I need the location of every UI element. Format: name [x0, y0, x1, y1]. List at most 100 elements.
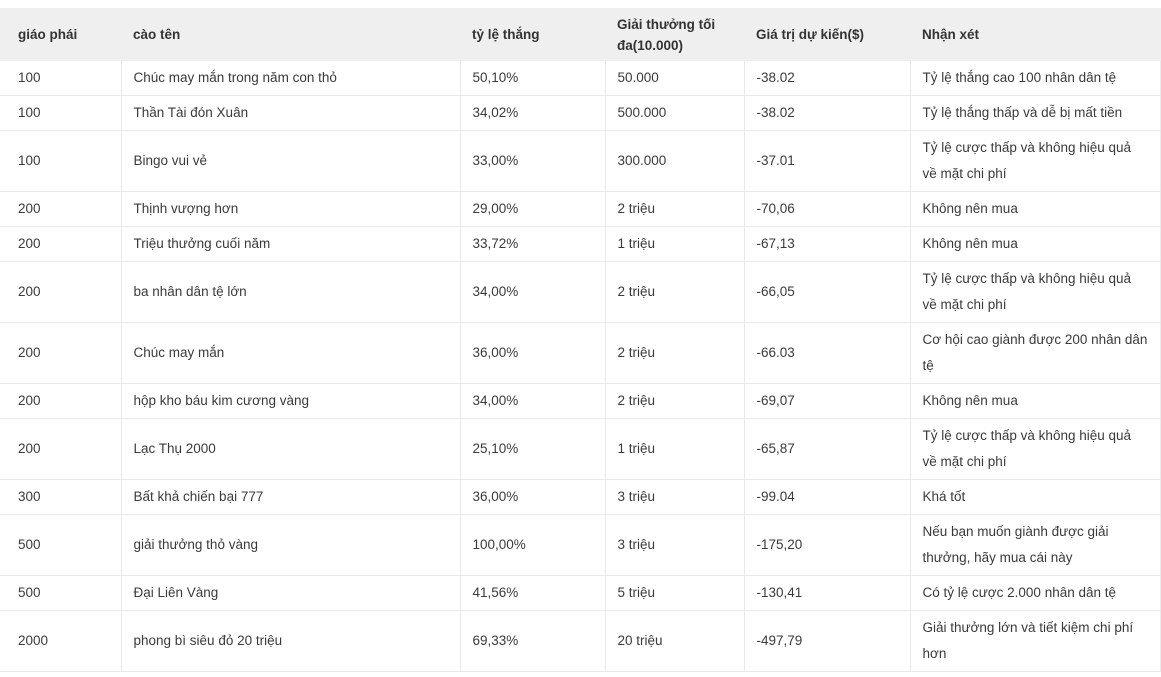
- scratch-ticket-table: giáo phái cào tên tỷ lệ thắng Giải thưởn…: [0, 8, 1161, 672]
- cell-expected-value: -38.02: [744, 61, 911, 96]
- table-row: 200 hộp kho báu kim cương vàng 34,00% 2 …: [0, 383, 1161, 419]
- header-row: giáo phái cào tên tỷ lệ thắng Giải thưởn…: [0, 8, 1161, 61]
- cell-max-prize: 1 triệu: [605, 226, 745, 262]
- cell-sect: 200: [0, 418, 122, 480]
- table-row: 100 Thần Tài đón Xuân 34,02% 500.000 -38…: [0, 95, 1161, 131]
- col-header-max-prize: Giải thưởng tối đa(10.000): [605, 8, 744, 61]
- cell-name: Bingo vui vẻ: [121, 130, 461, 192]
- cell-win-rate: 25,10%: [460, 418, 606, 480]
- cell-expected-value: -65,87: [744, 418, 911, 480]
- table-row: 300 Bất khả chiến bại 777 36,00% 3 triệu…: [0, 479, 1161, 515]
- cell-name: giải thưởng thỏ vàng: [121, 514, 461, 576]
- cell-comment: Không nên mua: [910, 191, 1161, 227]
- cell-expected-value: -67,13: [744, 226, 911, 262]
- table-row: 2000 phong bì siêu đỏ 20 triệu 69,33% 20…: [0, 610, 1161, 672]
- cell-name: hộp kho báu kim cương vàng: [121, 383, 461, 419]
- cell-sect: 100: [0, 130, 122, 192]
- cell-max-prize: 2 triệu: [605, 261, 745, 323]
- cell-win-rate: 34,00%: [460, 383, 606, 419]
- cell-max-prize: 300.000: [605, 130, 745, 192]
- cell-max-prize: 500.000: [605, 95, 745, 131]
- cell-name: Chúc may mắn trong năm con thỏ: [121, 61, 461, 96]
- cell-comment: Có tỷ lệ cược 2.000 nhân dân tệ: [910, 575, 1161, 611]
- table-row: 500 giải thưởng thỏ vàng 100,00% 3 triệu…: [0, 514, 1161, 576]
- cell-sect: 100: [0, 95, 122, 131]
- cell-comment: Cơ hội cao giành được 200 nhân dân tệ: [910, 322, 1161, 384]
- cell-sect: 200: [0, 261, 122, 323]
- cell-name: Triệu thưởng cuối năm: [121, 226, 461, 262]
- cell-name: Thịnh vượng hơn: [121, 191, 461, 227]
- cell-win-rate: 100,00%: [460, 514, 606, 576]
- cell-max-prize: 3 triệu: [605, 479, 745, 515]
- table-row: 200 Lạc Thụ 2000 25,10% 1 triệu -65,87 T…: [0, 418, 1161, 480]
- table-row: 100 Chúc may mắn trong năm con thỏ 50,10…: [0, 61, 1161, 96]
- cell-expected-value: -130,41: [744, 575, 911, 611]
- cell-win-rate: 69,33%: [460, 610, 606, 672]
- cell-win-rate: 41,56%: [460, 575, 606, 611]
- cell-sect: 100: [0, 61, 122, 96]
- cell-max-prize: 3 triệu: [605, 514, 745, 576]
- cell-sect: 200: [0, 226, 122, 262]
- cell-sect: 200: [0, 383, 122, 419]
- cell-expected-value: -37.01: [744, 130, 911, 192]
- cell-name: Lạc Thụ 2000: [121, 418, 461, 480]
- table-row: 200 Triệu thưởng cuối năm 33,72% 1 triệu…: [0, 226, 1161, 262]
- cell-max-prize: 2 triệu: [605, 322, 745, 384]
- cell-win-rate: 33,00%: [460, 130, 606, 192]
- cell-comment: Tỷ lệ thắng thấp và dễ bị mất tiền: [910, 95, 1161, 131]
- cell-sect: 2000: [0, 610, 122, 672]
- table-row: 500 Đại Liên Vàng 41,56% 5 triệu -130,41…: [0, 575, 1161, 611]
- cell-expected-value: -175,20: [744, 514, 911, 576]
- cell-comment: Không nên mua: [910, 383, 1161, 419]
- cell-comment: Tỷ lệ thắng cao 100 nhân dân tệ: [910, 61, 1161, 96]
- cell-win-rate: 36,00%: [460, 322, 606, 384]
- cell-comment: Không nên mua: [910, 226, 1161, 262]
- cell-sect: 300: [0, 479, 122, 515]
- cell-expected-value: -69,07: [744, 383, 911, 419]
- cell-name: Đại Liên Vàng: [121, 575, 461, 611]
- cell-expected-value: -66.03: [744, 322, 911, 384]
- cell-comment: Tỷ lệ cược thấp và không hiệu quả về mặt…: [910, 418, 1161, 480]
- cell-max-prize: 5 triệu: [605, 575, 745, 611]
- cell-sect: 500: [0, 575, 122, 611]
- cell-comment: Khá tốt: [910, 479, 1161, 515]
- col-header-comment: Nhận xét: [910, 8, 1161, 61]
- cell-win-rate: 50,10%: [460, 61, 606, 96]
- cell-max-prize: 2 triệu: [605, 191, 745, 227]
- cell-max-prize: 20 triệu: [605, 610, 745, 672]
- cell-win-rate: 36,00%: [460, 479, 606, 515]
- col-header-expected-value: Giá trị dự kiến($): [744, 8, 910, 61]
- table-body: 100 Chúc may mắn trong năm con thỏ 50,10…: [0, 61, 1161, 672]
- cell-sect: 200: [0, 191, 122, 227]
- col-header-name: cào tên: [121, 8, 460, 61]
- cell-expected-value: -70,06: [744, 191, 911, 227]
- cell-expected-value: -66,05: [744, 261, 911, 323]
- col-header-sect: giáo phái: [0, 8, 121, 61]
- cell-expected-value: -497,79: [744, 610, 911, 672]
- table-row: 200 Chúc may mắn 36,00% 2 triệu -66.03 C…: [0, 322, 1161, 384]
- cell-max-prize: 50.000: [605, 61, 745, 96]
- cell-comment: Tỷ lệ cược thấp và không hiệu quả về mặt…: [910, 261, 1161, 323]
- cell-name: Bất khả chiến bại 777: [121, 479, 461, 515]
- cell-comment: Giải thưởng lớn và tiết kiệm chi phí hơn: [910, 610, 1161, 672]
- cell-sect: 200: [0, 322, 122, 384]
- table-row: 200 ba nhân dân tệ lớn 34,00% 2 triệu -6…: [0, 261, 1161, 323]
- table-row: 100 Bingo vui vẻ 33,00% 300.000 -37.01 T…: [0, 130, 1161, 192]
- cell-max-prize: 2 triệu: [605, 383, 745, 419]
- cell-comment: Tỷ lệ cược thấp và không hiệu quả về mặt…: [910, 130, 1161, 192]
- cell-comment: Nếu bạn muốn giành được giải thưởng, hãy…: [910, 514, 1161, 576]
- cell-name: ba nhân dân tệ lớn: [121, 261, 461, 323]
- cell-win-rate: 34,00%: [460, 261, 606, 323]
- cell-expected-value: -99.04: [744, 479, 911, 515]
- cell-name: phong bì siêu đỏ 20 triệu: [121, 610, 461, 672]
- cell-win-rate: 33,72%: [460, 226, 606, 262]
- table-header: giáo phái cào tên tỷ lệ thắng Giải thưởn…: [0, 8, 1161, 61]
- cell-name: Thần Tài đón Xuân: [121, 95, 461, 131]
- cell-win-rate: 29,00%: [460, 191, 606, 227]
- table-row: 200 Thịnh vượng hơn 29,00% 2 triệu -70,0…: [0, 191, 1161, 227]
- cell-name: Chúc may mắn: [121, 322, 461, 384]
- cell-max-prize: 1 triệu: [605, 418, 745, 480]
- col-header-win-rate: tỷ lệ thắng: [460, 8, 605, 61]
- cell-win-rate: 34,02%: [460, 95, 606, 131]
